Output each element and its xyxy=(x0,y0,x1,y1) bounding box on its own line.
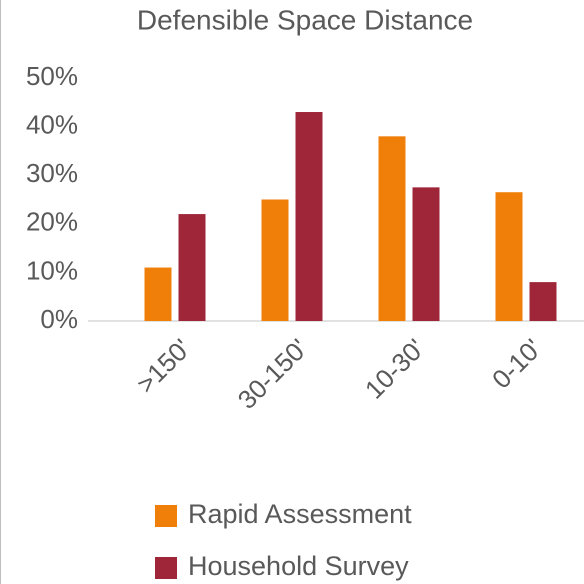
legend-swatch xyxy=(155,505,177,527)
bar xyxy=(144,267,172,321)
bar xyxy=(412,187,440,321)
y-tick-label: 20% xyxy=(26,207,78,237)
bar xyxy=(495,192,523,321)
bar xyxy=(378,136,406,321)
legend-swatch xyxy=(155,557,177,579)
y-tick-label: 0% xyxy=(40,304,78,334)
y-tick-label: 40% xyxy=(26,109,78,139)
legend-label: Household Survey xyxy=(188,551,409,581)
bar xyxy=(529,282,557,321)
chart-title: Defensible Space Distance xyxy=(137,4,473,35)
bar xyxy=(261,199,289,321)
y-tick-label: 30% xyxy=(26,158,78,188)
y-tick-label: 50% xyxy=(26,61,78,91)
bar xyxy=(295,112,323,322)
y-tick-label: 10% xyxy=(26,255,78,285)
bar xyxy=(178,214,206,321)
legend-label: Rapid Assessment xyxy=(188,499,412,529)
